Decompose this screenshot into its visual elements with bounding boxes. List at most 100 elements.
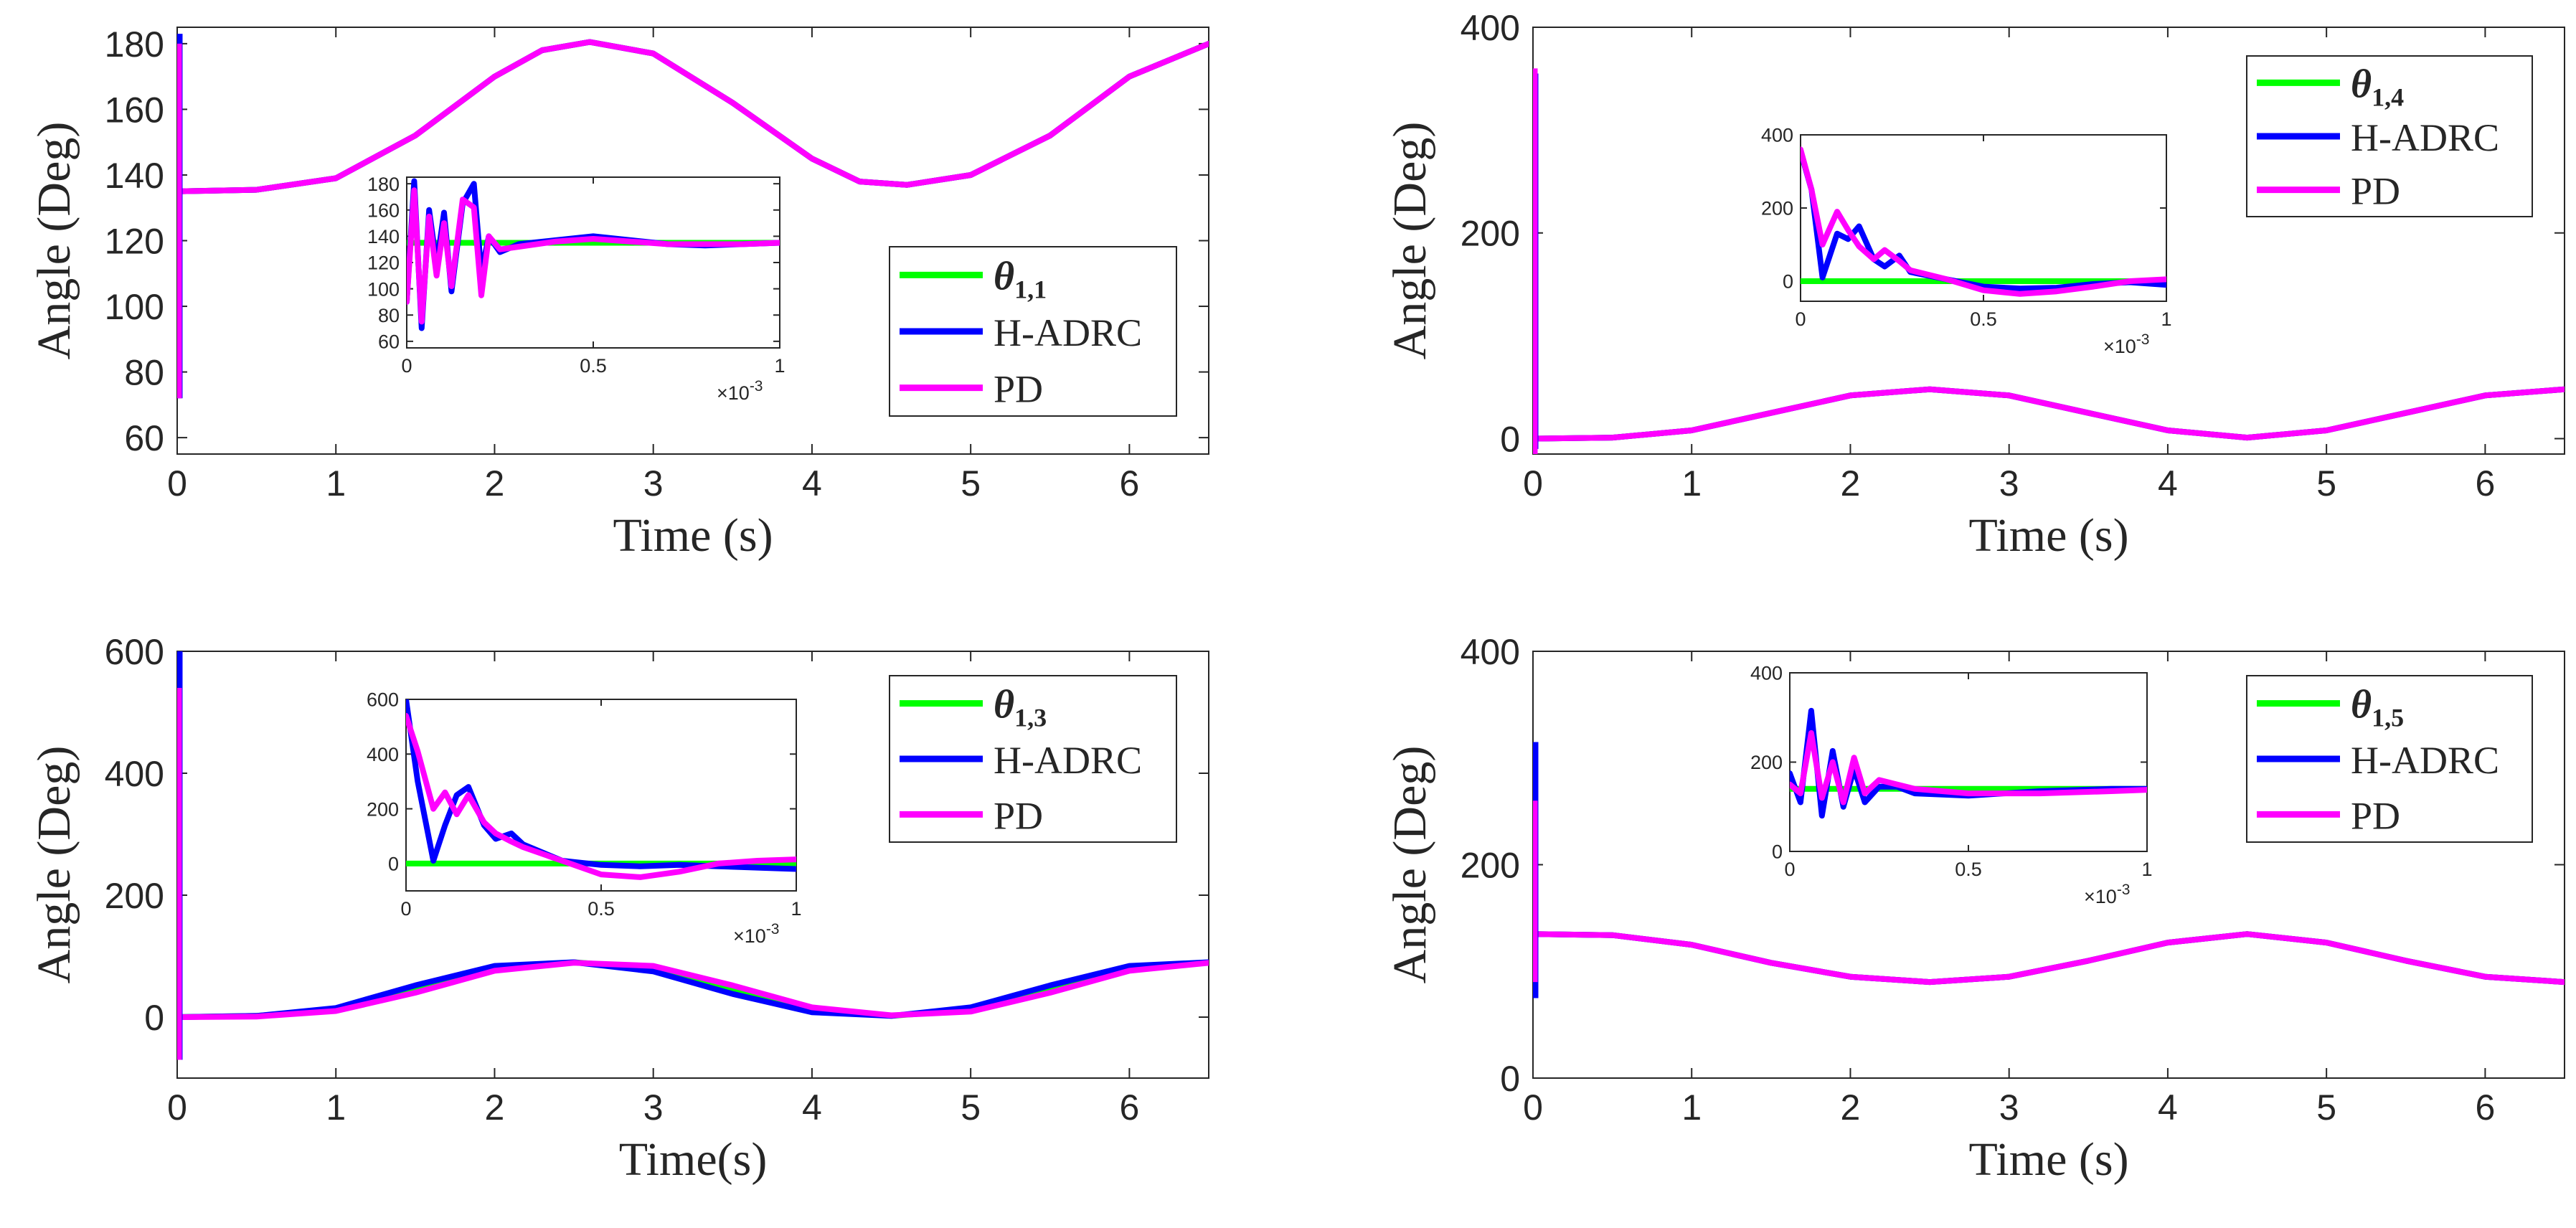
inset-axes-frame (1789, 672, 2148, 852)
inset-x-tick-label: 0.5 (588, 898, 615, 920)
y-tick-label: 200 (1461, 214, 1520, 254)
x-tick-label: 2 (485, 1087, 505, 1128)
inset-y-tick-label: 200 (1750, 752, 1783, 773)
inset-series-line-pd (407, 187, 780, 325)
inset-y-tick-label: 400 (367, 744, 399, 765)
legend-label-hadrc: H-ADRC (2351, 739, 2499, 782)
y-tick-label: 140 (105, 156, 164, 196)
x-tick-label: 3 (1999, 1087, 2019, 1128)
x-tick-label: 0 (1523, 1087, 1543, 1128)
x-tick-label: 6 (2475, 463, 2495, 504)
y-tick-label: 600 (105, 632, 164, 672)
y-tick-label: 0 (144, 998, 164, 1038)
inset-x-tick-label: 1 (2141, 859, 2152, 880)
inset-axes-frame (1800, 134, 2167, 302)
legend-symbol: θ (994, 254, 1014, 298)
x-tick-label: 1 (326, 1087, 346, 1128)
legend-label-pd: PD (994, 368, 1043, 411)
inset-axes: 0 0.5 1 0 200 400 ×10-3 (1761, 125, 2172, 357)
inset-x-multiplier: ×10-3 (717, 378, 763, 404)
inset-y-tick-label: 100 (367, 278, 400, 300)
y-tick-label: 60 (124, 418, 164, 458)
inset-axes: 0 0.5 1 0 200 400 600 ×10-3 (367, 689, 802, 947)
x-tick-label: 6 (1119, 1087, 1139, 1128)
inset-x-multiplier: ×10-3 (2084, 882, 2131, 907)
legend-label-pd: PD (2351, 170, 2400, 213)
legend: θ1,4 H-ADRC PD (2246, 55, 2533, 217)
y-axis-label: Angle (Deg) (1384, 122, 1436, 360)
y-tick-label: 0 (1500, 1059, 1520, 1099)
inset-series-line-hadrc (1801, 148, 2166, 292)
inset-x-multiplier-base: ×10 (2103, 336, 2136, 357)
x-tick-label: 5 (2316, 463, 2336, 504)
series-line-hadrc (177, 959, 1209, 1020)
legend-label-hadrc: H-ADRC (994, 739, 1142, 782)
chart-panel-3: 0 1 2 3 4 5 6 0 200 400 600 Time(s) Angle (Deg) 0 0.5 1… (28, 632, 1209, 1186)
y-tick-label: 120 (105, 222, 164, 262)
inset-x-tick-label: 0.5 (1955, 859, 1982, 880)
inset-x-tick-label: 0 (1795, 308, 1806, 330)
inset-y-tick-label: 180 (367, 174, 400, 195)
x-tick-label: 0 (167, 1087, 187, 1128)
x-tick-label: 3 (643, 1087, 664, 1128)
x-tick-label: 4 (2158, 1087, 2178, 1128)
series-line-pd (177, 39, 1209, 194)
y-tick-label: 400 (105, 754, 164, 794)
series-line-pd (1533, 931, 2565, 986)
inset-y-tick-label: 0 (1783, 271, 1793, 293)
y-axis-label: Angle (Deg) (28, 122, 80, 360)
chart-panel-2: 0 1 2 3 4 5 6 0 200 400 Time (s) Angle (Deg) 0 0.5 1 0 2… (1384, 8, 2565, 562)
inset-y-tick-label: 0 (1772, 841, 1783, 863)
inset-x-multiplier: ×10-3 (733, 921, 780, 947)
x-tick-label: 0 (167, 463, 187, 504)
inset-y-tick-label: 0 (388, 854, 399, 875)
y-tick-label: 0 (1500, 419, 1520, 459)
x-tick-label: 3 (643, 463, 664, 504)
x-axis-label: Time (s) (1968, 509, 2128, 562)
inset-x-multiplier-exponent: -3 (2136, 331, 2150, 348)
inset-x-multiplier-base: ×10 (733, 925, 766, 947)
inset-y-tick-label: 200 (367, 798, 399, 820)
inset-x-tick-label: 0 (400, 898, 411, 920)
inset-x-multiplier-exponent: -3 (750, 378, 763, 395)
inset-x-tick-label: 1 (791, 898, 801, 920)
legend-subscript: 1,3 (1014, 704, 1047, 732)
x-tick-label: 5 (2316, 1087, 2336, 1128)
legend-symbol: θ (994, 683, 1014, 727)
x-tick-label: 3 (1999, 463, 2019, 504)
inset-x-tick-label: 0.5 (580, 355, 607, 377)
inset-x-multiplier-exponent: -3 (766, 921, 780, 937)
inset-y-tick-label: 400 (1761, 125, 1793, 146)
x-tick-label: 5 (961, 463, 981, 504)
chart-panel-4: 0 1 2 3 4 5 6 0 200 400 Time (s) Angle (Deg) 0 0.5 1 0 2… (1384, 632, 2565, 1186)
x-tick-label: 6 (2475, 1087, 2495, 1128)
legend: θ1,1 H-ADRC PD (889, 246, 1177, 417)
x-tick-label: 1 (1681, 1087, 1702, 1128)
inset-x-multiplier-base: ×10 (717, 382, 750, 404)
x-tick-label: 2 (485, 463, 505, 504)
inset-x-tick-label: 0 (1784, 859, 1795, 880)
inset-y-tick-label: 600 (367, 689, 399, 711)
x-tick-label: 0 (1523, 463, 1543, 504)
legend: θ1,3 H-ADRC PD (889, 675, 1177, 843)
legend: θ1,5 H-ADRC PD (2246, 675, 2533, 843)
inset-x-multiplier-base: ×10 (2084, 886, 2117, 907)
x-tick-label: 1 (326, 463, 346, 504)
legend-label-ref: θ1,1 (994, 254, 1047, 303)
inset-x-tick-label: 0 (401, 355, 412, 377)
x-tick-label: 4 (2158, 463, 2178, 504)
legend-symbol: θ (2351, 683, 2372, 727)
y-axis-label: Angle (Deg) (1384, 746, 1436, 984)
y-tick-label: 180 (105, 24, 164, 65)
legend-label-pd: PD (994, 794, 1043, 837)
inset-x-tick-label: 1 (774, 355, 785, 377)
inset-x-multiplier: ×10-3 (2103, 331, 2150, 357)
inset-y-tick-label: 60 (378, 331, 400, 353)
x-axis-label: Time (s) (1968, 1133, 2128, 1186)
y-tick-label: 400 (1461, 8, 1520, 48)
inset-x-tick-label: 0.5 (1970, 308, 1997, 330)
inset-series-line-pd (406, 712, 796, 880)
inset-y-tick-label: 400 (1750, 663, 1783, 684)
